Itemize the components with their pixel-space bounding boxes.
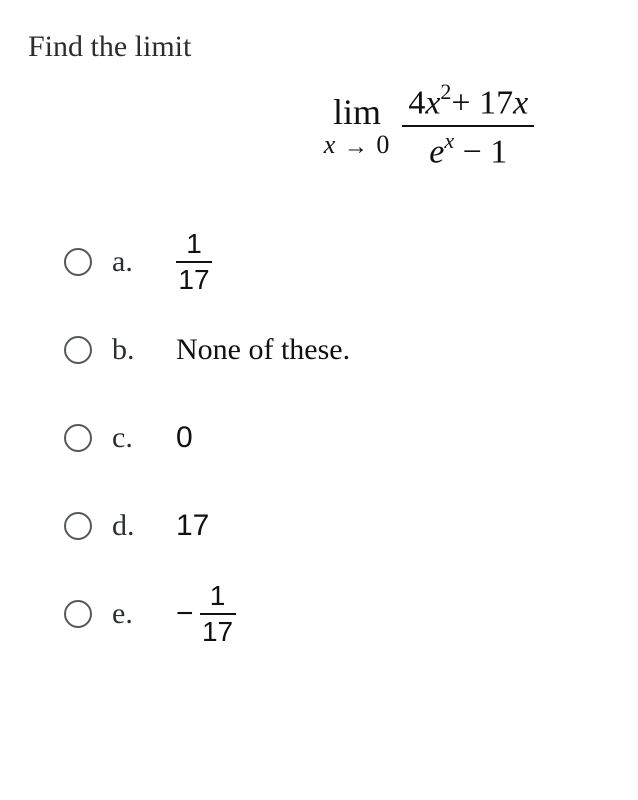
lim-arrow: → xyxy=(344,134,369,160)
den-e: e xyxy=(429,133,444,170)
option-a[interactable]: a. 1 17 xyxy=(64,230,610,294)
radio-e[interactable] xyxy=(64,600,92,628)
option-letter-d: d. xyxy=(112,509,156,543)
num-var2: x xyxy=(513,84,528,121)
option-e[interactable]: e. − 1 17 xyxy=(64,582,610,646)
option-letter-a: a. xyxy=(112,245,156,279)
den-exp: x xyxy=(444,128,454,153)
limit-operator: lim x → 0 xyxy=(324,94,391,158)
lim-target: 0 xyxy=(376,130,390,159)
option-a-num: 1 xyxy=(186,230,202,258)
denominator: ex − 1 xyxy=(423,131,513,170)
option-c[interactable]: c. 0 xyxy=(64,406,610,470)
fraction-bar xyxy=(402,125,534,127)
lim-label: lim xyxy=(333,94,381,130)
option-d[interactable]: d. 17 xyxy=(64,494,610,558)
option-letter-e: e. xyxy=(112,597,156,631)
den-tail: − 1 xyxy=(463,133,508,170)
num-exp: 2 xyxy=(440,79,451,104)
option-a-den: 17 xyxy=(178,266,209,294)
options-list: a. 1 17 b. None of these. c. 0 d. 17 xyxy=(28,230,610,646)
radio-c[interactable] xyxy=(64,424,92,452)
radio-b[interactable] xyxy=(64,336,92,364)
num-plus: + 17 xyxy=(451,84,513,121)
option-letter-b: b. xyxy=(112,333,156,367)
option-e-den: 17 xyxy=(202,618,233,646)
option-e-num: 1 xyxy=(210,582,226,610)
num-coef1: 4 xyxy=(408,84,425,121)
option-content-b: None of these. xyxy=(176,333,350,367)
option-e-neg: − xyxy=(176,597,194,631)
option-content-e: − 1 17 xyxy=(176,582,236,646)
question-page: Find the limit lim x → 0 4x2+ 17x ex − 1 xyxy=(0,0,638,690)
option-e-bar xyxy=(200,613,236,615)
option-content-c: 0 xyxy=(176,421,193,455)
option-letter-c: c. xyxy=(112,421,156,455)
lim-var: x xyxy=(324,130,337,159)
radio-d[interactable] xyxy=(64,512,92,540)
option-a-bar xyxy=(176,261,212,263)
numerator: 4x2+ 17x xyxy=(402,82,534,121)
fraction: 4x2+ 17x ex − 1 xyxy=(402,82,534,170)
option-content-d: 17 xyxy=(176,509,209,543)
option-b[interactable]: b. None of these. xyxy=(64,318,610,382)
equation-container: lim x → 0 4x2+ 17x ex − 1 xyxy=(28,82,610,170)
num-var1: x xyxy=(425,84,440,121)
radio-a[interactable] xyxy=(64,248,92,276)
option-a-fraction: 1 17 xyxy=(176,230,212,294)
lim-condition: x → 0 xyxy=(324,132,391,158)
question-prompt: Find the limit xyxy=(28,30,610,64)
limit-expression: lim x → 0 4x2+ 17x ex − 1 xyxy=(324,82,534,170)
option-content-a: 1 17 xyxy=(176,230,212,294)
option-e-fraction: 1 17 xyxy=(200,582,236,646)
